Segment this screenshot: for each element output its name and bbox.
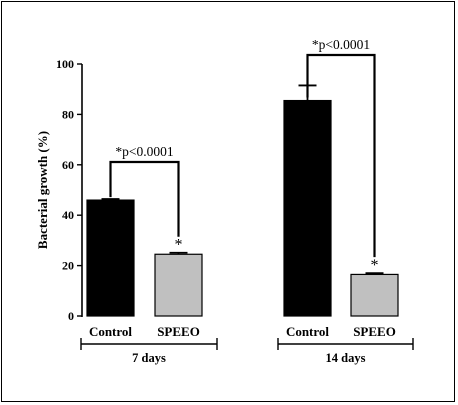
- p-value-annotation: *p<0.0001: [312, 37, 370, 52]
- group-label: 7 days: [132, 351, 166, 365]
- significance-bracket: [306, 53, 376, 258]
- y-tick-label: 0: [68, 309, 74, 323]
- category-label: SPEEO: [353, 324, 396, 339]
- y-tick-label: 100: [56, 57, 74, 71]
- category-label: Control: [286, 324, 329, 339]
- bar: [283, 99, 332, 317]
- bar: [86, 199, 135, 317]
- category-label: Control: [89, 324, 132, 339]
- significance-bracket: [109, 160, 180, 237]
- significance-marker: *: [175, 237, 183, 254]
- bar: [350, 273, 399, 317]
- y-tick-label: 80: [62, 107, 74, 121]
- p-value-annotation: *p<0.0001: [115, 144, 173, 159]
- group-label: 14 days: [326, 351, 366, 365]
- y-axis-label: Bacterial growth (%): [35, 131, 50, 249]
- y-tick-label: 40: [62, 208, 74, 222]
- bar: [154, 253, 203, 317]
- significance-marker: *: [371, 257, 379, 274]
- y-tick-label: 20: [62, 259, 74, 273]
- y-tick-label: 60: [62, 158, 74, 172]
- y-axis: 0 20 40 60 80 100: [56, 57, 83, 323]
- category-label: SPEEO: [157, 324, 200, 339]
